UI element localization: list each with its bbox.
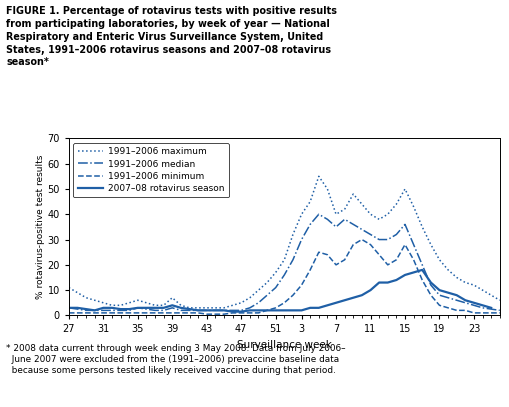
Text: FIGURE 1. Percentage of rotavirus tests with positive results
from participating: FIGURE 1. Percentage of rotavirus tests …: [6, 6, 336, 67]
X-axis label: Surveillance week: Surveillance week: [236, 340, 331, 350]
Legend: 1991–2006 maximum, 1991–2006 median, 1991–2006 minimum, 2007–08 rotavirus season: 1991–2006 maximum, 1991–2006 median, 199…: [73, 143, 228, 197]
Y-axis label: % rotavirus-positive test results: % rotavirus-positive test results: [36, 155, 45, 299]
Text: * 2008 data current through week ending 3 May 2008. Data from July 2006–
  June : * 2008 data current through week ending …: [6, 344, 345, 375]
